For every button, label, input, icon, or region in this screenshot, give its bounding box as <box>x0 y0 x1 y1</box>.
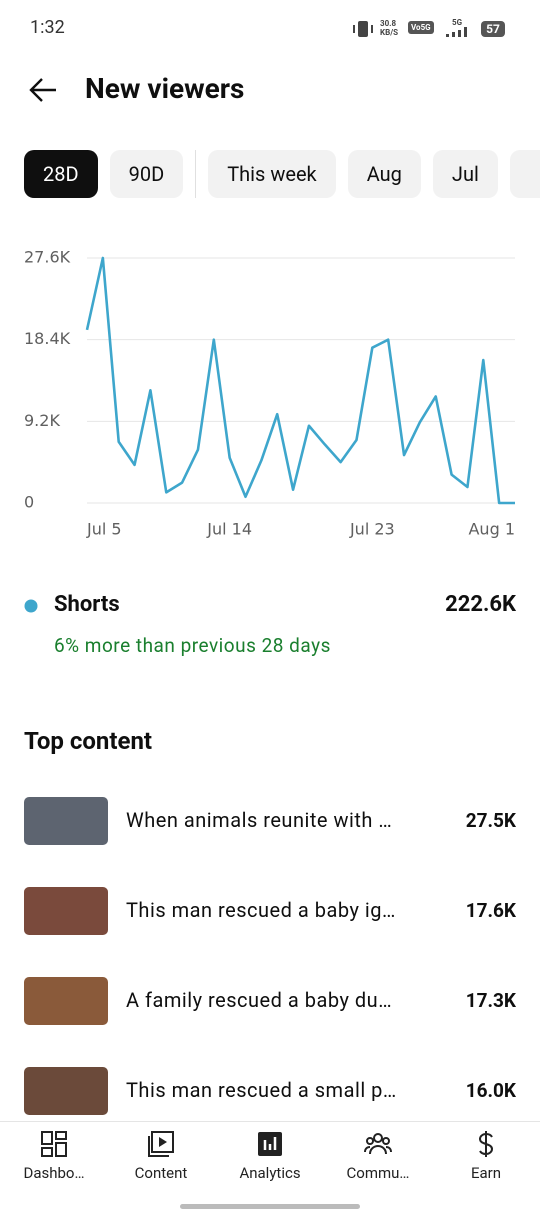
comparison: 6% more than previous 28 days <box>54 634 331 657</box>
thumbnail <box>24 1067 108 1115</box>
nav-label: Dashbo… <box>23 1164 85 1182</box>
back-button[interactable] <box>28 76 58 104</box>
network-badge: Vo5G <box>408 21 434 34</box>
line-chart: 0 9.2K 18.4K 27.6K Jul 5 Jul 14 Jul 23 Aug 1 <box>24 248 515 539</box>
chip[interactable]: This week <box>208 150 336 198</box>
y-tick-label: 18.4K <box>24 329 71 348</box>
section-title: Top content <box>24 727 153 755</box>
bottom-nav: Dashbo… Content Analytics Commu… Earn <box>0 1121 540 1219</box>
chip[interactable]: Jul <box>432 150 498 198</box>
chip[interactable]: Aug <box>347 150 421 198</box>
nav-item[interactable]: Content <box>111 1130 211 1182</box>
thumbnail <box>24 977 108 1025</box>
nav-item[interactable]: Analytics <box>220 1130 320 1182</box>
chip[interactable]: 28D <box>24 150 98 198</box>
item-title: This man rescued a baby ig… <box>126 898 396 922</box>
nav-label: Commu… <box>346 1164 410 1182</box>
y-tick-label: 9.2K <box>24 411 60 430</box>
data-line <box>85 256 515 505</box>
content-item[interactable]: When animals reunite with … 27.5K <box>0 791 540 851</box>
x-tick-label: Jul 23 <box>349 520 395 539</box>
legend-dot <box>24 599 38 613</box>
nav-label: Content <box>134 1164 188 1182</box>
nav-label: Earn <box>470 1164 502 1182</box>
nav-icon <box>364 1133 392 1155</box>
chip[interactable] <box>509 150 540 198</box>
content-item[interactable]: This man rescued a small p… 16.0K <box>0 1061 540 1121</box>
nav-item[interactable]: Commu… <box>328 1130 428 1182</box>
signal-icon <box>446 27 467 37</box>
legend-series: Shorts <box>54 592 120 617</box>
nav-label: Analytics <box>239 1164 301 1182</box>
content-item[interactable]: This man rescued a baby ig… 17.6K <box>0 881 540 941</box>
item-views: 17.6K <box>465 899 516 922</box>
x-tick-label: Jul 14 <box>206 520 252 539</box>
thumbnail <box>24 797 108 845</box>
content-item[interactable]: A family rescued a baby du… 17.3K <box>0 971 540 1031</box>
total-value: 222.6K <box>445 592 516 617</box>
item-views: 16.0K <box>465 1079 516 1102</box>
net-speed: 30.8 <box>380 19 397 28</box>
x-tick-label: Jul 5 <box>86 520 122 539</box>
nav-item[interactable]: Dashbo… <box>4 1130 104 1182</box>
nav-icon <box>258 1132 282 1156</box>
clock: 1:32 <box>30 17 65 38</box>
item-views: 27.5K <box>465 809 516 832</box>
nav-icon <box>478 1131 494 1157</box>
period-chips: 28D 90D This week Aug Jul <box>24 150 540 198</box>
battery: 57 <box>481 21 505 37</box>
thumbnail <box>24 887 108 935</box>
nav-icon <box>148 1131 174 1157</box>
chip[interactable]: 90D <box>109 150 184 198</box>
item-title: This man rescued a small p… <box>126 1078 397 1102</box>
vibrate-icon <box>353 21 373 37</box>
page-title: New viewers <box>85 72 245 105</box>
chip-divider <box>195 150 197 198</box>
net-speed-unit: KB/S <box>380 28 399 37</box>
nav-icon <box>41 1131 67 1157</box>
nav-item[interactable]: Earn <box>436 1130 536 1182</box>
x-tick-label: Aug 1 <box>468 520 515 539</box>
signal-type: 5G <box>452 18 463 27</box>
home-indicator <box>180 1204 360 1209</box>
item-title: A family rescued a baby du… <box>126 988 393 1012</box>
y-tick-label: 27.6K <box>24 248 71 267</box>
item-views: 17.3K <box>465 989 516 1012</box>
status-bar: 1:32 30.8 KB/S Vo5G 5G 57 <box>0 0 540 56</box>
item-title: When animals reunite with … <box>126 808 393 832</box>
y-tick-label: 0 <box>24 493 34 512</box>
